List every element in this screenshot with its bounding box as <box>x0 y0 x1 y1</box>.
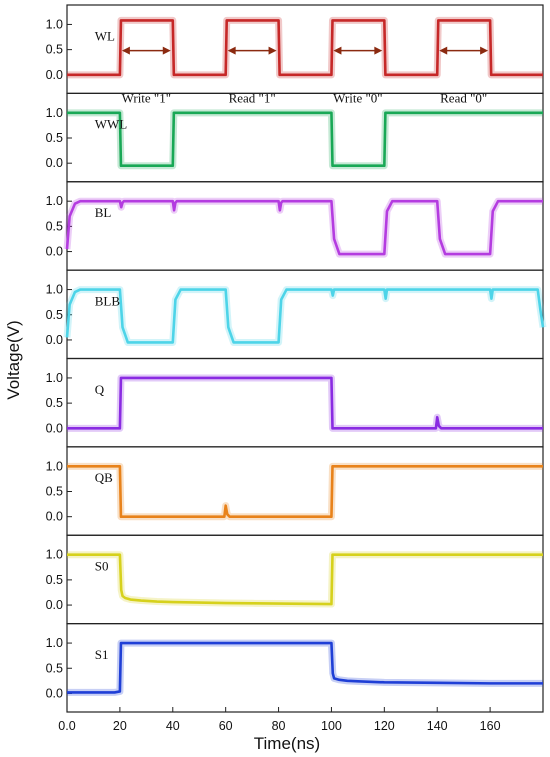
annotation: Write "0" <box>333 46 383 105</box>
panel-s0: 0.0 0.5 1.0 S0 <box>46 534 544 625</box>
y-tick-label: 1.0 <box>46 283 63 297</box>
arrowhead-left <box>439 46 448 55</box>
series-line-blb <box>65 288 545 344</box>
series-line-wl <box>67 19 543 77</box>
annotation: Write "1" <box>121 46 171 105</box>
signal-panels: 0.0 0.5 1.0 WL Write "1" Read "1" Write "0" Rea… <box>46 4 547 713</box>
panel-bl: 0.0 0.5 1.0 BL <box>46 181 544 271</box>
series-label: S0 <box>95 559 109 574</box>
y-tick-label: 0.5 <box>46 661 63 675</box>
series-label: QB <box>95 470 113 485</box>
x-axis-title: Time(ns) <box>254 734 320 753</box>
arrowhead-left <box>333 46 342 55</box>
panel-wwl: 0.0 0.5 1.0 WWL <box>46 92 544 183</box>
series-label: Q <box>95 382 105 397</box>
x-tick-label: 120 <box>374 719 395 733</box>
series-glow <box>63 197 543 258</box>
series-glow <box>67 639 543 696</box>
panel-blb: 0.0 0.5 1.0 BLB <box>46 269 547 360</box>
arrowhead-right <box>162 46 171 55</box>
x-tick-label: 40 <box>166 719 180 733</box>
y-tick-label: 0.5 <box>46 308 63 322</box>
panel-wl: 0.0 0.5 1.0 WL Write "1" Read "1" Write "0" Rea… <box>46 4 544 105</box>
y-axis-title: Voltage(V) <box>4 320 23 399</box>
y-tick-label: 0.5 <box>46 219 63 233</box>
x-tick-label: 160 <box>480 719 501 733</box>
series-glow <box>67 551 543 608</box>
panel-frame <box>66 446 544 536</box>
series-label: WL <box>95 28 115 43</box>
annotation-label: Read "1" <box>229 90 276 105</box>
y-tick-label: 1.0 <box>46 17 63 31</box>
y-tick-label: 1.0 <box>46 548 63 562</box>
series-line-q <box>67 376 543 430</box>
y-tick-label: 0.5 <box>46 131 63 145</box>
x-tick-label: 100 <box>321 719 342 733</box>
x-tick-label: 140 <box>427 719 448 733</box>
y-tick-label: 0.5 <box>46 573 63 587</box>
y-tick-label: 1.0 <box>46 194 63 208</box>
x-tick-label: 80 <box>272 719 286 733</box>
arrowhead-right <box>374 46 383 55</box>
y-tick-label: 0.5 <box>46 43 63 57</box>
x-tick-label: 60 <box>219 719 233 733</box>
series-glow <box>67 374 543 432</box>
y-tick-label: 1.0 <box>46 636 63 650</box>
y-tick-label: 1.0 <box>46 106 63 120</box>
series-glow <box>63 286 547 346</box>
series-line-wwl <box>67 111 543 168</box>
y-tick-label: 0.0 <box>46 598 63 612</box>
series-line-s1 <box>67 641 543 694</box>
y-tick-label: 0.0 <box>46 156 63 170</box>
x-tick-label: 20 <box>113 719 127 733</box>
annotation: Read "0" <box>439 46 489 105</box>
annotation-label: Read "0" <box>440 90 487 105</box>
arrowhead-left <box>227 46 236 55</box>
panel-frame <box>66 534 544 625</box>
y-tick-label: 1.0 <box>46 371 63 385</box>
y-tick-label: 0.0 <box>46 510 63 524</box>
y-tick-label: 0.5 <box>46 396 63 410</box>
panel-frame <box>66 357 544 448</box>
series-glow <box>67 16 543 79</box>
arrowhead-right <box>480 46 489 55</box>
series-glow <box>67 462 543 521</box>
series-label: S1 <box>95 647 109 662</box>
series-label: WWL <box>95 117 128 132</box>
y-tick-label: 1.0 <box>46 459 63 473</box>
series-label: BL <box>95 205 112 220</box>
y-tick-label: 0.0 <box>46 686 63 700</box>
panel-q: 0.0 0.5 1.0 Q <box>46 357 544 448</box>
annotation: Read "1" <box>227 46 277 105</box>
series-line-s0 <box>67 553 543 606</box>
panel-s1: 0.0 0.5 1.0 S1 <box>46 623 544 713</box>
annotation-label: Write "0" <box>333 90 382 105</box>
y-tick-label: 0.0 <box>46 421 63 435</box>
y-tick-label: 0.0 <box>46 245 63 259</box>
arrowhead-left <box>121 46 130 55</box>
y-tick-label: 0.5 <box>46 485 63 499</box>
panel-frame <box>66 623 544 713</box>
panel-qb: 0.0 0.5 1.0 QB <box>46 446 544 536</box>
x-axis: 0.0 20 40 60 80 100 120 140 160 <box>58 707 501 733</box>
series-line-qb <box>67 465 543 518</box>
arrowhead-right <box>268 46 277 55</box>
annotation-label: Write "1" <box>122 90 171 105</box>
y-tick-label: 0.0 <box>46 333 63 347</box>
series-label: BLB <box>95 293 121 308</box>
series-line-bl <box>65 199 543 256</box>
y-tick-label: 0.0 <box>46 68 63 82</box>
x-tick-label: 0.0 <box>58 719 75 733</box>
series-glow <box>67 109 543 170</box>
